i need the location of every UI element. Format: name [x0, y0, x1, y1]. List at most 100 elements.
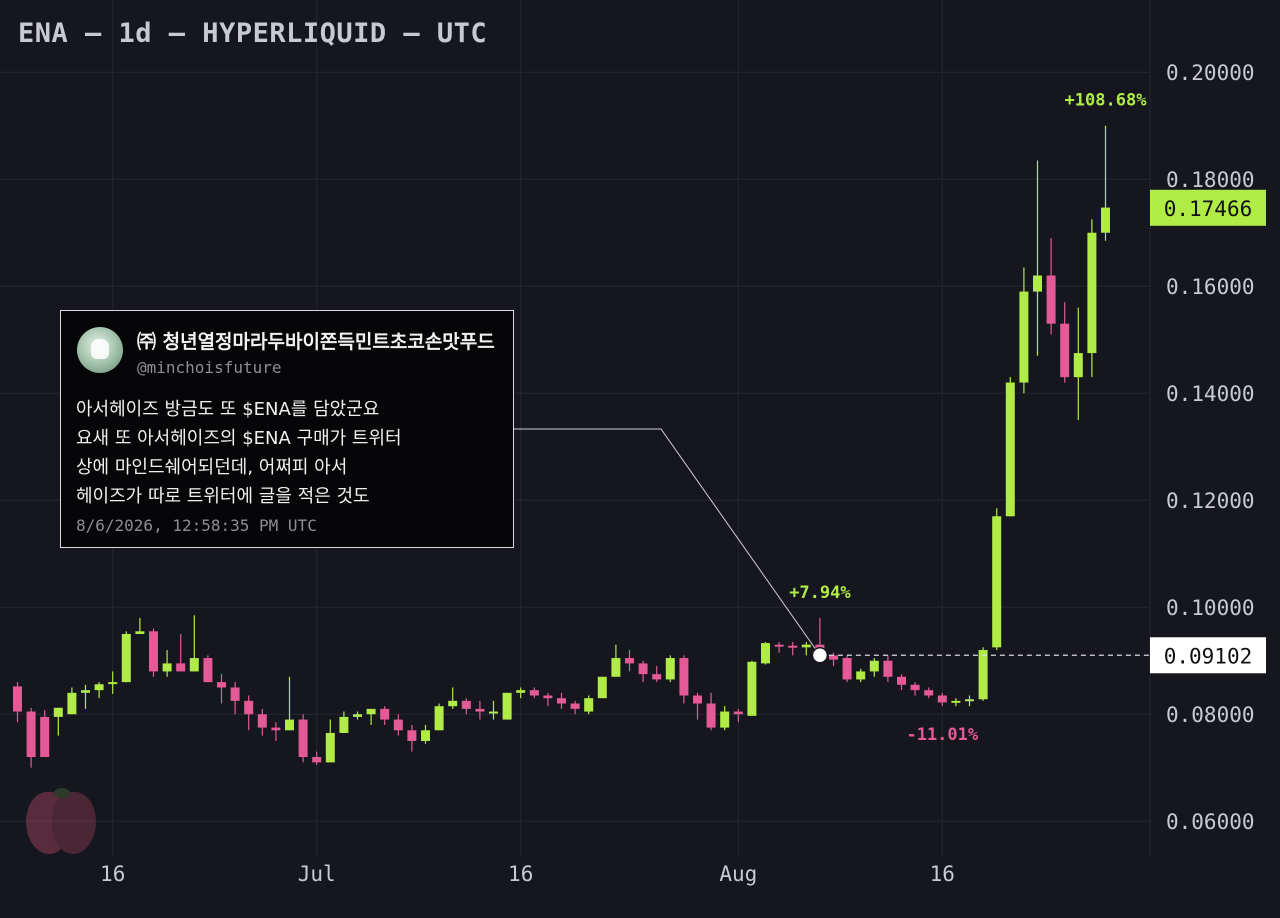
candle-body: [557, 698, 566, 704]
candle-body: [489, 711, 498, 714]
candle: [1101, 125, 1110, 241]
candle-body: [720, 711, 730, 728]
candle: [502, 692, 512, 720]
candle-body: [176, 663, 186, 672]
candle: [393, 714, 403, 736]
candle-body: [992, 516, 1002, 648]
candle-body: [393, 719, 403, 731]
avatar[interactable]: [77, 327, 123, 373]
candle-body: [257, 714, 267, 728]
candle: [706, 692, 716, 731]
percent-change-label: -11.01%: [906, 725, 978, 745]
tweet-body: 아서헤이즈 방금도 또 $ENA를 담았군요 요새 또 아서헤이즈의 $ENA …: [76, 395, 506, 511]
candle-body: [924, 690, 934, 696]
candle-body: [149, 631, 158, 672]
candle: [788, 642, 798, 656]
tweet-connector-line: [514, 428, 821, 656]
candle: [407, 724, 417, 752]
candle-body: [1101, 207, 1110, 233]
candle: [271, 722, 281, 741]
candle: [203, 655, 213, 683]
chart-title: ENA — 1d — HYPERLIQUID — UTC: [18, 18, 488, 49]
candle: [339, 711, 349, 733]
candle-body: [747, 661, 757, 716]
candle-body: [774, 644, 784, 647]
candle: [244, 695, 254, 731]
candle-body: [189, 658, 199, 672]
candle-body: [353, 714, 362, 717]
candle-body: [761, 643, 770, 664]
candle: [380, 706, 390, 725]
candle: [26, 707, 36, 768]
candle-body: [81, 690, 90, 693]
grid: [0, 0, 1150, 856]
candle: [761, 642, 770, 665]
tweet-author-handle[interactable]: @minchoisfuture: [137, 358, 282, 377]
candle: [924, 687, 934, 699]
candle-body: [625, 658, 634, 664]
candle: [312, 751, 322, 766]
candle: [733, 708, 743, 723]
candle-body: [325, 732, 335, 763]
candles: [13, 125, 1110, 768]
tweet-author-name[interactable]: ㈜ 청년열정마라두바이쫀득민트초코손맛푸드: [137, 331, 495, 353]
candle: [693, 692, 702, 720]
candle-body: [910, 684, 920, 691]
candle-body: [570, 703, 580, 709]
candle-body: [788, 645, 798, 648]
candle-body: [121, 633, 131, 683]
candle: [1033, 160, 1042, 356]
candle: [665, 655, 675, 683]
candle: [40, 709, 50, 758]
tweet-card[interactable]: ㈜ 청년열정마라두바이쫀득민트초코손맛푸드 @minchoisfuture 아서…: [60, 310, 514, 548]
candle: [529, 687, 539, 699]
candle: [13, 682, 22, 723]
candle: [869, 658, 879, 677]
y-tick-label: 0.14000: [1166, 382, 1255, 406]
candle: [1019, 267, 1029, 394]
candle-body: [869, 660, 879, 672]
candle-body: [652, 674, 662, 680]
candle-body: [842, 658, 852, 680]
x-tick-label: 16: [508, 862, 533, 886]
annotations: +108.68% +7.94% -11.01%: [789, 91, 1147, 745]
candle-body: [733, 711, 743, 715]
candle-body: [162, 663, 172, 672]
watermark-logo: [26, 788, 98, 858]
x-tick-label: Jul: [298, 862, 336, 886]
candle: [1060, 302, 1070, 383]
marker-price-tag-bg: [1150, 637, 1266, 674]
candle-body: [475, 708, 485, 712]
candle: [135, 617, 145, 634]
candle-body: [965, 699, 974, 702]
current-price-tag-bg: [1150, 189, 1266, 226]
candle: [611, 644, 621, 677]
candle: [108, 671, 118, 694]
candle-body: [679, 658, 689, 696]
y-tick-label: 0.16000: [1166, 275, 1255, 299]
candle-body: [380, 708, 390, 720]
candle-body: [1005, 382, 1015, 517]
candle-body: [434, 706, 444, 731]
x-tick-label: 16: [930, 862, 955, 886]
candle: [434, 703, 444, 731]
percent-change-label: +7.94%: [789, 583, 851, 603]
candle: [516, 687, 526, 699]
candle-body: [543, 695, 553, 699]
tweet-marker-dot: [811, 647, 829, 664]
candle: [121, 631, 131, 683]
candle: [217, 674, 226, 704]
candle-body: [584, 698, 594, 712]
candle-body: [856, 671, 866, 680]
candle: [652, 666, 662, 683]
x-axis: 16 Jul 16 Aug 16: [100, 862, 955, 886]
candle-body: [108, 682, 118, 685]
candle-body: [611, 658, 621, 677]
candle: [856, 668, 866, 683]
candle: [475, 700, 485, 720]
candle: [842, 655, 852, 683]
candle-body: [516, 690, 526, 693]
candle-body: [897, 676, 906, 685]
candle-body: [67, 692, 77, 715]
